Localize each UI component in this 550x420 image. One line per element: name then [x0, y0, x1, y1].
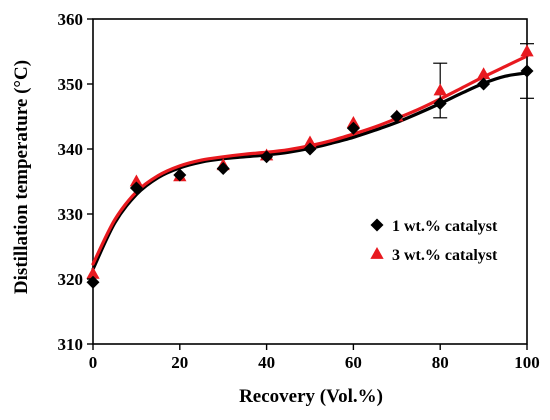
- data-point-triangle: [129, 174, 144, 187]
- data-point-diamond: [520, 64, 534, 78]
- y-tick-label: 360: [58, 10, 84, 29]
- x-tick-label: 40: [258, 353, 275, 372]
- data-point-triangle: [476, 67, 491, 80]
- x-tick-label: 100: [514, 353, 540, 372]
- fit-curve-1: [91, 71, 529, 271]
- data-point-diamond: [173, 168, 187, 182]
- data-point-diamond: [303, 142, 317, 156]
- y-tick-label: 340: [58, 140, 84, 159]
- data-point-diamond: [390, 110, 404, 123]
- data-point-diamond: [433, 97, 447, 110]
- legend-label: 3 wt.% catalyst: [392, 247, 498, 264]
- plot-frame: [92, 18, 528, 345]
- y-tick-label: 330: [58, 205, 84, 224]
- data-point-diamond: [216, 162, 230, 175]
- x-tick-label: 60: [345, 353, 362, 372]
- y-tick-label: 310: [58, 335, 84, 354]
- data-point-diamond: [260, 150, 274, 164]
- data-point-diamond: [129, 181, 143, 195]
- data-point-diamond: [346, 121, 360, 135]
- data-point-triangle: [303, 135, 317, 148]
- x-axis-title: Recovery (Vol.%): [239, 386, 383, 407]
- y-tick-label: 350: [58, 75, 84, 94]
- y-tick-label: 320: [58, 270, 84, 289]
- x-tick-label: 0: [89, 353, 98, 372]
- legend-marker-triangle: [370, 247, 384, 259]
- data-point-triangle: [520, 44, 534, 57]
- data-point-triangle: [86, 266, 100, 279]
- data-point-triangle: [433, 83, 447, 96]
- data-point-diamond: [477, 77, 491, 91]
- x-tick-label: 80: [432, 353, 449, 372]
- y-axis-title: Distillation temperature (°C): [11, 60, 32, 294]
- legend-marker-diamond: [370, 218, 384, 232]
- x-tick-label: 20: [171, 353, 188, 372]
- legend-label: 1 wt.% catalyst: [392, 218, 498, 235]
